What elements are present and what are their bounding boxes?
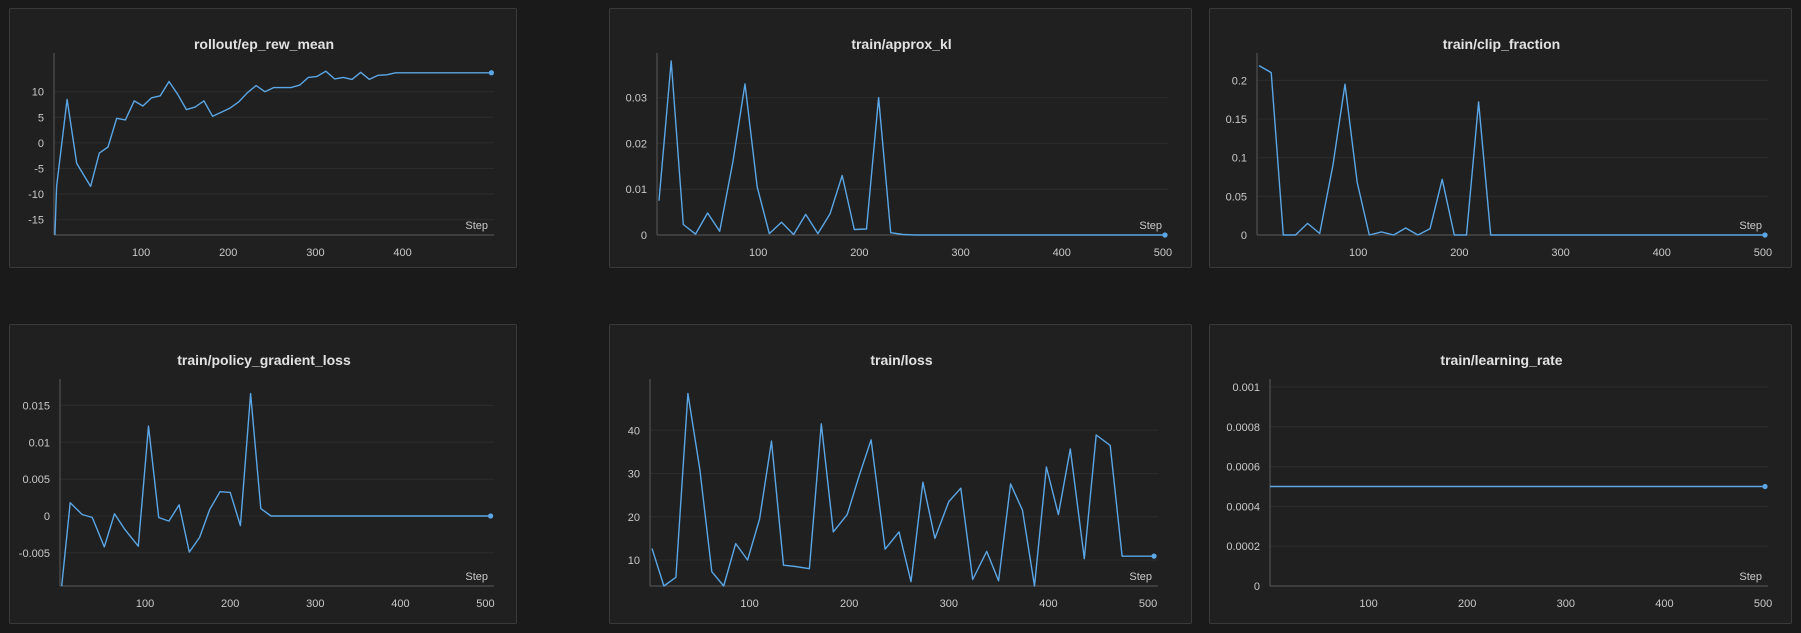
y-tick-label: 0.0008 bbox=[1226, 422, 1260, 434]
chart-title: train/learning_rate bbox=[1440, 352, 1562, 368]
y-tick-label: 0 bbox=[1254, 581, 1260, 593]
x-axis-label: Step bbox=[1139, 220, 1162, 232]
x-tick-label: 500 bbox=[1754, 598, 1772, 610]
series-line[interactable] bbox=[651, 392, 1154, 587]
x-tick-label: 200 bbox=[850, 247, 868, 259]
x-tick-label: 100 bbox=[740, 598, 758, 610]
chart-svg: rollout/ep_rew_mean -15 -10 -5 0 5 10 100 200 300… bbox=[28, 36, 494, 259]
series-line[interactable] bbox=[658, 60, 1165, 236]
y-tick-label: 0 bbox=[1241, 230, 1247, 242]
y-tick-label: -5 bbox=[34, 163, 44, 175]
y-tick-label: 5 bbox=[38, 112, 44, 124]
y-tick-label: 10 bbox=[628, 555, 640, 567]
y-tick-label: 0.2 bbox=[1232, 75, 1247, 87]
x-tick-label: 500 bbox=[1139, 598, 1157, 610]
series-line[interactable] bbox=[54, 70, 492, 236]
y-tick-label: 0.005 bbox=[22, 474, 50, 486]
y-tick-label: 0 bbox=[641, 230, 647, 242]
chart-svg: train/clip_fraction 0 0.05 0.1 0.15 0.2 100 200… bbox=[1226, 36, 1773, 259]
x-tick-label: 100 bbox=[132, 247, 150, 259]
y-tick-label: 0 bbox=[38, 138, 44, 150]
y-tick-label: 10 bbox=[32, 87, 44, 99]
series-end-point[interactable] bbox=[488, 70, 494, 76]
y-tick-label: 0 bbox=[44, 511, 50, 523]
x-tick-label: 400 bbox=[1653, 247, 1671, 259]
x-axis-label: Step bbox=[1129, 571, 1152, 583]
y-tick-label: 20 bbox=[628, 512, 640, 524]
y-tick-label: 0.02 bbox=[626, 138, 647, 150]
x-tick-label: 500 bbox=[476, 598, 494, 610]
y-tick-label: -0.005 bbox=[19, 548, 50, 560]
x-axis-label: Step bbox=[1739, 220, 1762, 232]
x-tick-label: 400 bbox=[393, 247, 411, 259]
x-axis-label: Step bbox=[1739, 571, 1762, 583]
chart-svg: train/learning_rate 0 0.0002 0.0004 0.0006 0.… bbox=[1226, 352, 1772, 610]
x-tick-label: 300 bbox=[940, 598, 958, 610]
chart-panel-4[interactable]: train/policy_gradient_loss -0.005 0 0.005 0.… bbox=[9, 324, 517, 624]
chart-title: train/loss bbox=[870, 352, 932, 368]
chart-panel-5[interactable]: train/loss 10 20 30 40 100 200 300 400 500 Step bbox=[609, 324, 1192, 624]
y-tick-label: 40 bbox=[628, 425, 640, 437]
y-tick-label: 0.05 bbox=[1226, 191, 1247, 203]
y-tick-label: 0.1 bbox=[1232, 153, 1247, 165]
x-tick-label: 500 bbox=[1154, 247, 1172, 259]
x-tick-label: 100 bbox=[749, 247, 767, 259]
x-tick-label: 100 bbox=[1359, 598, 1377, 610]
y-tick-label: 0.15 bbox=[1226, 114, 1247, 126]
chart-panel-2[interactable]: train/approx_kl 0 0.01 0.02 0.03 100 200 300 400… bbox=[609, 8, 1192, 268]
series-line[interactable] bbox=[61, 392, 491, 587]
x-tick-label: 300 bbox=[306, 247, 324, 259]
chart-title: train/clip_fraction bbox=[1443, 36, 1560, 52]
chart-title: train/approx_kl bbox=[851, 36, 951, 52]
series-end-point[interactable] bbox=[1762, 483, 1768, 490]
x-tick-label: 300 bbox=[1551, 247, 1569, 259]
series-end-point[interactable] bbox=[1151, 553, 1157, 559]
chart-svg: train/loss 10 20 30 40 100 200 300 400 500 Step bbox=[628, 352, 1158, 610]
series-line[interactable] bbox=[1258, 64, 1765, 236]
x-tick-label: 400 bbox=[391, 598, 409, 610]
x-tick-label: 200 bbox=[219, 247, 237, 259]
series-end-point[interactable] bbox=[1762, 232, 1768, 238]
x-tick-label: 400 bbox=[1053, 247, 1071, 259]
y-tick-label: 0.0002 bbox=[1226, 541, 1260, 553]
x-tick-label: 100 bbox=[136, 598, 154, 610]
y-tick-label: 30 bbox=[628, 469, 640, 481]
x-axis-label: Step bbox=[465, 220, 488, 232]
x-tick-label: 200 bbox=[840, 598, 858, 610]
x-tick-label: 400 bbox=[1039, 598, 1057, 610]
y-tick-label: 0.0004 bbox=[1226, 501, 1260, 513]
x-tick-label: 300 bbox=[951, 247, 969, 259]
y-tick-label: 0.015 bbox=[22, 400, 50, 412]
y-tick-label: -15 bbox=[28, 215, 44, 227]
y-tick-label: 0.01 bbox=[626, 184, 647, 196]
y-tick-label: 0.03 bbox=[626, 93, 647, 105]
x-tick-label: 300 bbox=[1557, 598, 1575, 610]
x-tick-label: 300 bbox=[306, 598, 324, 610]
chart-panel-6[interactable]: train/learning_rate 0 0.0002 0.0004 0.0006 0.… bbox=[1209, 324, 1792, 624]
chart-panel-1[interactable]: rollout/ep_rew_mean -15 -10 -5 0 5 10 100 200 300… bbox=[9, 8, 517, 268]
y-tick-label: 0.01 bbox=[29, 437, 50, 449]
chart-title: train/policy_gradient_loss bbox=[177, 352, 351, 368]
x-tick-label: 200 bbox=[1450, 247, 1468, 259]
y-tick-label: 0.0006 bbox=[1226, 462, 1260, 474]
chart-panel-3[interactable]: train/clip_fraction 0 0.05 0.1 0.15 0.2 100 200… bbox=[1209, 8, 1792, 268]
series-end-point[interactable] bbox=[487, 513, 494, 519]
y-tick-label: 0.001 bbox=[1232, 382, 1260, 394]
x-tick-label: 400 bbox=[1655, 598, 1673, 610]
x-tick-label: 200 bbox=[1458, 598, 1476, 610]
chart-title: rollout/ep_rew_mean bbox=[194, 36, 334, 52]
chart-svg: train/approx_kl 0 0.01 0.02 0.03 100 200 300 400… bbox=[626, 36, 1173, 259]
x-axis-label: Step bbox=[465, 571, 488, 583]
chart-svg: train/policy_gradient_loss -0.005 0 0.005 0.… bbox=[19, 352, 495, 610]
x-tick-label: 200 bbox=[221, 598, 239, 610]
series-end-point[interactable] bbox=[1162, 232, 1168, 238]
x-tick-label: 100 bbox=[1349, 247, 1367, 259]
x-tick-label: 500 bbox=[1754, 247, 1772, 259]
y-tick-label: -10 bbox=[28, 189, 44, 201]
